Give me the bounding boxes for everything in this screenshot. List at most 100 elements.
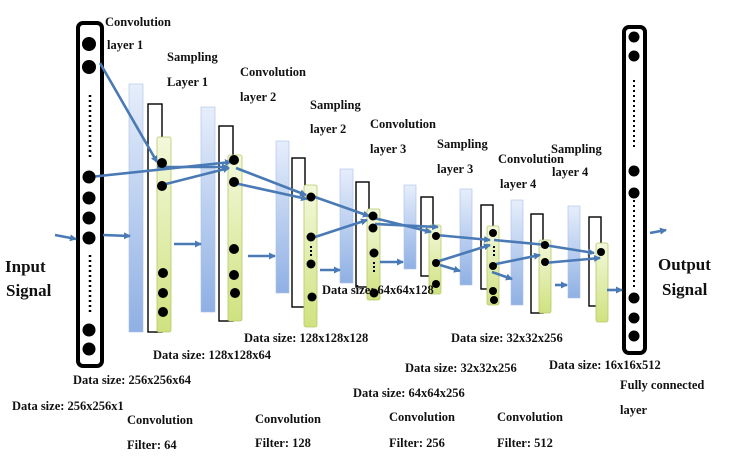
neuron-node bbox=[82, 323, 96, 337]
conv-feature-map-bar bbox=[567, 205, 581, 299]
neuron-node bbox=[489, 229, 497, 237]
conv-filter-4-label: Convolution bbox=[497, 410, 563, 424]
neuron-node bbox=[229, 177, 239, 187]
data-size-conv2: Data size: 128x128x128 bbox=[244, 331, 369, 345]
neuron-node bbox=[158, 268, 168, 278]
data-size-samp3: Data size: 32x32x256 bbox=[451, 331, 563, 345]
neuron-node bbox=[229, 270, 239, 280]
conv-layer-4-label: Convolution bbox=[498, 152, 564, 166]
neuron-node bbox=[432, 232, 440, 240]
connection-arrow bbox=[233, 181, 308, 202]
neuron-node bbox=[82, 60, 96, 74]
sampling-layer-3-label-2: layer 3 bbox=[437, 162, 474, 176]
sampling-layer-3-label: Sampling bbox=[437, 137, 488, 151]
connection-arrow bbox=[311, 194, 370, 218]
neuron-node bbox=[628, 330, 640, 342]
conv-layer-4-label-2: layer 4 bbox=[500, 177, 537, 191]
sampling-feature-map-bar bbox=[538, 239, 552, 314]
conv-filter-4-value: Filter: 512 bbox=[497, 436, 553, 450]
sampling-feature-map-bar bbox=[227, 154, 243, 322]
data-size-samp2: Data size: 64x64x128 bbox=[322, 283, 434, 297]
conv-filter-1-value: Filter: 64 bbox=[127, 438, 177, 452]
neuron-node bbox=[82, 231, 96, 245]
connection-arrow bbox=[374, 222, 439, 231]
connection-arrow bbox=[649, 227, 667, 235]
data-size-conv4: Data size: 32x32x256 bbox=[405, 361, 517, 375]
conv-layer-2-label: Convolution bbox=[240, 65, 306, 79]
sampling-feature-map-bar bbox=[595, 242, 609, 323]
neuron-node bbox=[82, 342, 96, 356]
neuron-node bbox=[628, 292, 640, 304]
connection-arrow bbox=[495, 252, 541, 266]
neuron-node bbox=[82, 191, 96, 205]
neuron-node bbox=[307, 292, 317, 302]
neuron-node bbox=[369, 288, 379, 298]
neuron-node bbox=[230, 288, 240, 298]
neuron-node bbox=[82, 170, 96, 184]
connection-arrow bbox=[311, 218, 368, 240]
feature-map-outline bbox=[291, 157, 306, 308]
neuron-node bbox=[432, 280, 440, 288]
conv-filter-2-label: Convolution bbox=[255, 412, 321, 426]
connection-arrow bbox=[102, 232, 131, 240]
neuron-node bbox=[229, 244, 239, 254]
neuron-node bbox=[541, 241, 549, 249]
conv-filter-3-value: Filter: 256 bbox=[389, 436, 445, 450]
neuron-node bbox=[158, 288, 168, 298]
conv-layer-2-label-2: layer 2 bbox=[240, 90, 277, 104]
fully-connected-label-2: layer bbox=[620, 403, 648, 417]
conv-feature-map-bar bbox=[275, 140, 290, 294]
conv-filter-1-label: Convolution bbox=[127, 413, 193, 427]
neuron-node bbox=[368, 223, 378, 233]
conv-feature-map-bar bbox=[200, 106, 216, 313]
neuron-node bbox=[489, 262, 497, 270]
neuron-node bbox=[158, 307, 168, 317]
input-signal-label: Input bbox=[5, 257, 46, 276]
connection-arrow bbox=[89, 159, 232, 179]
sampling-layer-1-label-2: Layer 1 bbox=[167, 75, 209, 89]
output-signal-label: Output bbox=[658, 255, 711, 274]
neuron-node bbox=[628, 50, 640, 62]
neuron-node bbox=[628, 312, 640, 324]
connection-arrow bbox=[543, 255, 601, 265]
neuron-node bbox=[368, 211, 378, 221]
neuron-node bbox=[369, 248, 379, 258]
neuron-node bbox=[229, 155, 239, 165]
conv-filter-3-label: Convolution bbox=[389, 410, 455, 424]
neuron-node bbox=[490, 296, 498, 304]
sampling-layer-2-label-2: layer 2 bbox=[310, 122, 347, 136]
neuron-node bbox=[157, 181, 167, 191]
connection-arrow bbox=[439, 263, 461, 273]
neuron-node bbox=[306, 232, 316, 242]
connection-arrow bbox=[98, 62, 159, 163]
connection-arrow bbox=[235, 166, 307, 197]
neuron-node bbox=[628, 31, 640, 43]
fully-connected-label: Fully connected bbox=[620, 378, 705, 392]
neuron-node bbox=[628, 187, 640, 199]
conv-layer-3-label: Convolution bbox=[370, 117, 436, 131]
connection-arrow bbox=[543, 243, 595, 256]
neuron-node bbox=[82, 211, 96, 225]
sampling-layer-4-label-2: layer 4 bbox=[552, 165, 589, 179]
connection-arrow bbox=[493, 238, 548, 248]
data-size-conv1: Data size: 256x256x64 bbox=[73, 373, 192, 387]
connection-arrow bbox=[435, 243, 491, 264]
conv-layer-3-label-2: layer 3 bbox=[370, 142, 407, 156]
connection-arrow bbox=[161, 166, 230, 187]
connection-arrow bbox=[491, 270, 513, 281]
output-signal-label-2: Signal bbox=[662, 280, 708, 299]
conv-feature-map-bar bbox=[128, 83, 144, 333]
data-size-samp1: Data size: 128x128x64 bbox=[153, 348, 272, 362]
neuron-node bbox=[306, 259, 316, 269]
conv-filter-2-value: Filter: 128 bbox=[255, 436, 311, 450]
neuron-node bbox=[306, 192, 316, 202]
data-size-input: Data size: 256x256x1 bbox=[12, 399, 124, 413]
neuron-node bbox=[489, 287, 497, 295]
neuron-node bbox=[82, 37, 96, 51]
neuron-node bbox=[157, 158, 167, 168]
conv-feature-map-bar bbox=[510, 199, 524, 306]
connection-arrow bbox=[54, 233, 77, 242]
connection-arrow bbox=[435, 233, 491, 243]
sampling-layer-4-label: Sampling bbox=[551, 142, 602, 156]
